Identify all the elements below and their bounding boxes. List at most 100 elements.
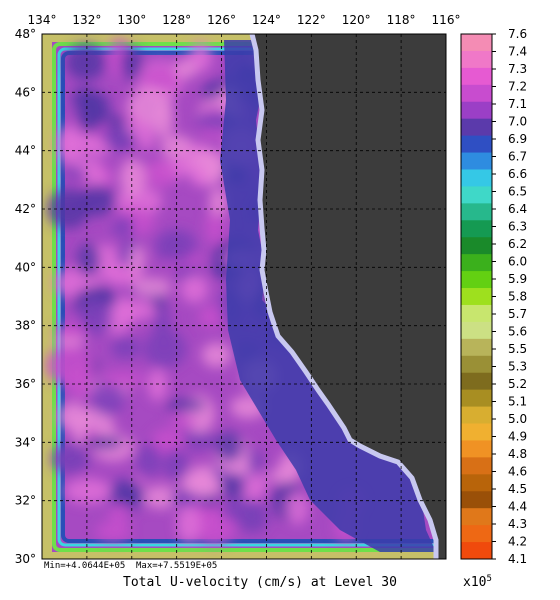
colorbar-label: 6.7 — [508, 150, 527, 164]
pattern-blob — [100, 371, 147, 387]
pattern-blob — [54, 323, 91, 339]
colorbar-swatch — [461, 355, 492, 374]
pattern-blob — [83, 436, 124, 450]
pattern-blob — [174, 59, 198, 79]
lat-tick-label: 44° — [15, 144, 36, 158]
pattern-blob — [152, 103, 174, 138]
colorbar-swatch — [461, 271, 492, 289]
map-panel — [42, 34, 446, 559]
lon-tick-label: 120° — [342, 13, 371, 27]
land-mass — [252, 34, 446, 559]
colorbar-swatch — [461, 542, 492, 560]
colorbar-swatch — [461, 406, 492, 425]
colorbar-scale: x105 — [463, 574, 492, 590]
pattern-blob — [108, 503, 130, 524]
map-title: Total U-velocity (cm/s) at Level 30 — [123, 575, 397, 590]
lat-tick-label: 36° — [15, 377, 36, 391]
lon-tick-label: 126° — [207, 13, 236, 27]
colorbar-swatch — [461, 135, 492, 154]
colorbar-label: 5.9 — [508, 272, 527, 286]
pattern-blob — [140, 65, 181, 92]
colorbar-label: 4.3 — [508, 517, 527, 531]
pattern-blob — [110, 480, 144, 508]
coastal-low-band — [220, 40, 436, 552]
min-label: Min=+4.0644E+05 — [44, 561, 125, 571]
colorbar-label: 5.8 — [508, 290, 527, 304]
pattern-blob — [178, 430, 217, 450]
colorbar-swatch — [461, 304, 492, 323]
pattern-blob — [73, 158, 103, 171]
colorbar-swatch — [461, 525, 492, 543]
pattern-blob — [119, 158, 146, 197]
pattern-blob — [180, 474, 221, 494]
pattern-blob — [205, 207, 225, 246]
colorbar-label: 5.6 — [508, 325, 527, 339]
colorbar-label: 7.0 — [508, 115, 527, 129]
pattern-blob — [202, 155, 226, 180]
colorbar-swatch — [461, 101, 492, 120]
colorbar-label: 7.1 — [508, 97, 527, 111]
lat-tick-label: 34° — [15, 435, 36, 449]
colorbar-swatch — [461, 237, 492, 255]
colorbar-label: 7.6 — [508, 27, 527, 41]
pattern-blob — [176, 505, 201, 543]
pattern-blob — [201, 342, 232, 368]
colorbar-label: 6.2 — [508, 237, 527, 251]
colorbar-swatch — [461, 440, 492, 458]
colorbar-label: 5.0 — [508, 412, 527, 426]
colorbar-label: 5.2 — [508, 377, 527, 391]
colorbar-swatch — [461, 186, 492, 204]
max-label: Max=+7.5519E+05 — [136, 561, 217, 571]
colorbar-swatch — [461, 67, 492, 86]
pattern-blob — [129, 245, 146, 274]
lat-tick-label: 48° — [15, 27, 36, 41]
pattern-blob — [79, 298, 113, 336]
pattern-blob — [76, 242, 100, 277]
pattern-blob — [64, 478, 112, 504]
colorbar-swatch — [461, 254, 492, 272]
colorbar-swatch — [461, 118, 492, 137]
lat-tick-label: 40° — [15, 260, 36, 274]
pattern-blob — [169, 415, 198, 428]
lat-tick-label: 32° — [15, 494, 36, 508]
pattern-blob — [57, 402, 89, 431]
pattern-blob — [143, 329, 187, 369]
pattern-blob — [132, 277, 172, 298]
pattern-blob — [143, 159, 177, 188]
colorbar-label: 4.5 — [508, 482, 527, 496]
colorbar-swatch — [461, 372, 492, 391]
lon-tick-label: 118° — [387, 13, 416, 27]
pattern-blob — [65, 44, 106, 81]
colorbar-label: 5.7 — [508, 307, 527, 321]
colorbar-swatch — [461, 220, 492, 238]
colorbar-swatch — [461, 491, 492, 509]
colorbar-label: 4.6 — [508, 465, 527, 479]
colorbar-label: 4.1 — [508, 552, 527, 566]
pattern-blob — [95, 522, 132, 541]
colorbar-swatch — [461, 321, 492, 340]
lon-tick-label: 132° — [72, 13, 101, 27]
colorbar-label: 5.5 — [508, 342, 527, 356]
colorbar-swatch — [461, 338, 492, 357]
colorbar-swatch — [461, 423, 492, 441]
colorbar-swatch — [461, 84, 492, 103]
pattern-blob — [162, 448, 189, 480]
colorbar-label: 6.4 — [508, 202, 527, 216]
colorbar-swatch — [461, 169, 492, 187]
colorbar-swatch — [461, 152, 492, 170]
lat-tick-label: 42° — [15, 202, 36, 216]
pattern-blob — [90, 380, 125, 416]
pattern-blob — [77, 93, 103, 134]
lat-tick-label: 30° — [15, 552, 36, 566]
colorbar-swatch — [461, 389, 492, 408]
lon-tick-label: 116° — [432, 13, 461, 27]
lon-tick-label: 124° — [252, 13, 281, 27]
colorbar-label: 6.0 — [508, 255, 527, 269]
colorbar-label: 7.2 — [508, 80, 527, 94]
colorbar-label: 7.4 — [508, 45, 527, 59]
colorbar-swatch — [461, 203, 492, 221]
colorbar-label: 5.3 — [508, 360, 527, 374]
colorbar-label: 4.8 — [508, 447, 527, 461]
colorbar-swatch — [461, 508, 492, 526]
colorbar-label: 4.4 — [508, 500, 527, 514]
